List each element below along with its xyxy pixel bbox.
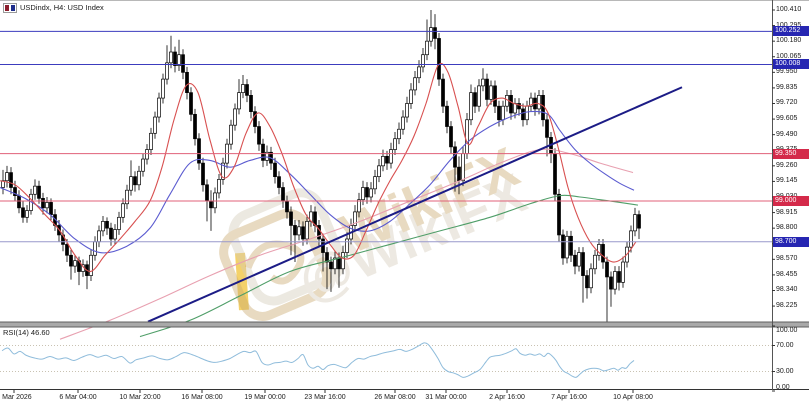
rsi-indicator-label: RSI(14) 46.60: [3, 328, 50, 337]
symbol-chart-icon: [3, 2, 17, 13]
time-tick-label: 6 Mar 04:00: [59, 394, 97, 401]
price-tick-label: 99.950: [776, 68, 798, 76]
price-tick-label: 100.065: [776, 52, 802, 60]
rsi-tick-label: 100.00: [776, 327, 798, 334]
ma-red: [0, 62, 637, 273]
time-tick-label: 10 Apr 08:00: [613, 394, 653, 401]
time-tick-label: 16 Mar 08:00: [181, 394, 223, 401]
price-level-badge: 100.008: [773, 59, 809, 70]
price-tick-label: 100.180: [776, 37, 802, 45]
ma-blue: [0, 110, 635, 254]
ma-green: [139, 194, 639, 338]
price-tick-label: 98.570: [776, 255, 798, 263]
price-tick-label: 98.225: [776, 302, 798, 310]
time-tick-label: 10 Mar 20:00: [119, 394, 161, 401]
price-tick-label: 100.295: [776, 21, 802, 29]
price-tick-label: 100.410: [776, 6, 802, 13]
price-level-badge: 99.350: [773, 148, 809, 159]
chart-legend-label: USDindx, H4: USD Index: [20, 3, 104, 12]
price-tick-label: 99.605: [776, 115, 798, 123]
price-tick-label: 99.835: [776, 83, 798, 91]
price-level-badge: 99.000: [773, 196, 809, 207]
rsi-tick-label: 0.00: [776, 384, 790, 391]
panel-separator[interactable]: [0, 322, 809, 327]
price-tick-label: 99.720: [776, 99, 798, 107]
price-tick-label: 99.490: [776, 130, 798, 138]
price-level-badge: 98.700: [773, 236, 809, 247]
time-tick-label: 2 Apr 16:00: [489, 394, 525, 401]
price-tick-label: 98.455: [776, 270, 798, 278]
time-tick-label: 23 Mar 16:00: [304, 394, 346, 401]
candlesticks: [1, 10, 641, 324]
chart-legend: USDindx, H4: USD Index: [3, 2, 104, 13]
time-tick-label: 31 Mar 00:00: [425, 394, 467, 401]
price-tick-label: 98.800: [776, 224, 798, 232]
price-tick-label: 98.340: [776, 286, 798, 294]
time-tick-label: 26 Mar 08:00: [374, 394, 416, 401]
time-tick-label: 7 Apr 16:00: [551, 394, 587, 401]
time-tick-label: 4 Mar 2026: [0, 394, 32, 401]
trendline[interactable]: [147, 86, 683, 323]
ma-pink: [59, 148, 634, 340]
price-tick-label: 99.145: [776, 177, 798, 185]
rsi-line: [1, 342, 635, 378]
time-tick-label: 19 Mar 00:00: [244, 394, 286, 401]
price-level-badge: 100.252: [773, 26, 809, 37]
price-tick-label: 98.915: [776, 208, 798, 216]
rsi-tick-label: 30.00: [776, 367, 794, 375]
rsi-tick-label: 70.00: [776, 341, 794, 349]
price-tick-label: 99.260: [776, 161, 798, 169]
